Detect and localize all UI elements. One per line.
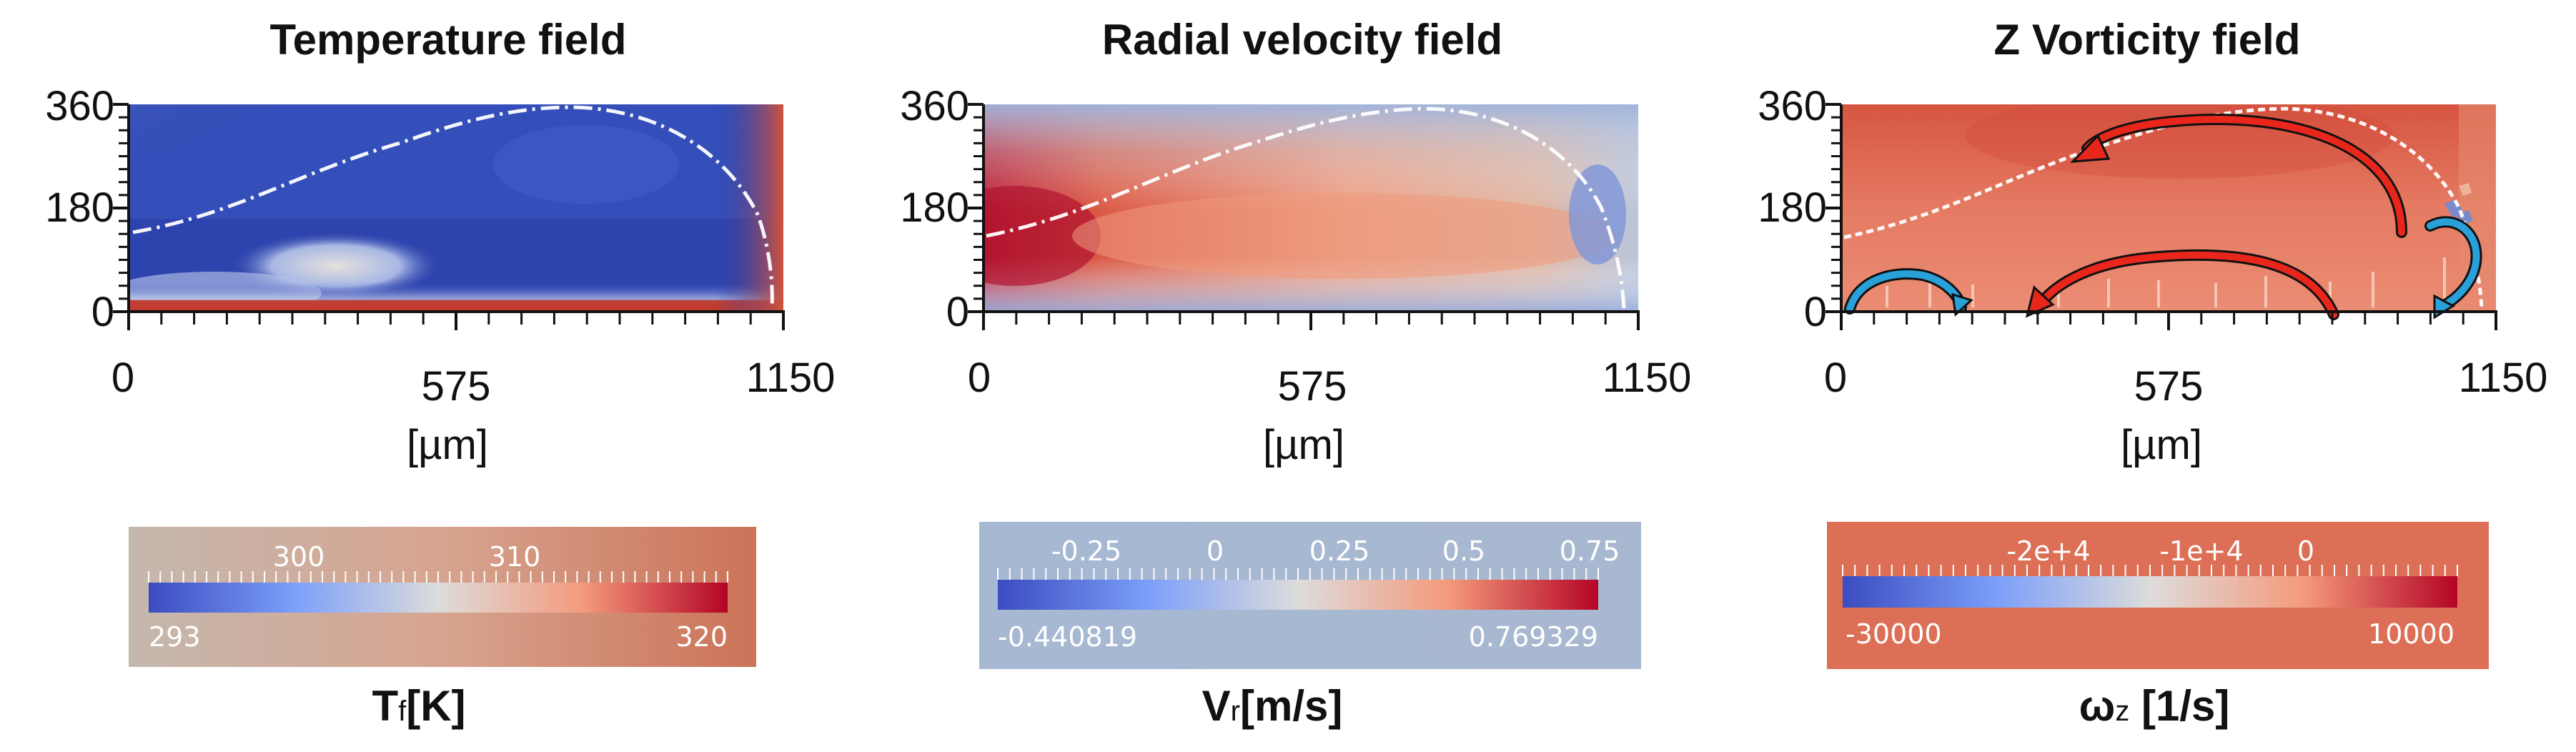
panel-title: Temperature field xyxy=(269,16,626,64)
colorbar-gradient xyxy=(149,583,728,613)
colorbar-top-tick: 0.25 xyxy=(1309,535,1370,567)
axis-ticks xyxy=(113,103,785,330)
colorbar-max-label: 320 xyxy=(675,621,728,653)
colorbar-variable: ωz [1/s] xyxy=(2079,682,2230,730)
x-tick-label: 1150 xyxy=(2459,355,2548,401)
x-tick-label: 575 xyxy=(2134,363,2204,410)
panel-radial-velocity: Radial velocity field 360 180 0 0 575 11… xyxy=(900,16,1691,730)
y-tick-label: 180 xyxy=(1758,184,1827,231)
y-tick-label: 360 xyxy=(45,83,114,129)
colorbar-top-tick: 0 xyxy=(2297,535,2314,567)
panel-z-vorticity: Z Vorticity field xyxy=(1758,16,2547,730)
axis-ticks xyxy=(1826,103,2497,330)
x-tick-label: 0 xyxy=(112,355,134,401)
panel-title: Z Vorticity field xyxy=(1994,16,2301,64)
x-tick-label: 575 xyxy=(1278,363,1347,410)
y-tick-label: 180 xyxy=(900,184,969,231)
x-tick-label: 1150 xyxy=(1602,355,1692,401)
colorbar-max-label: 10000 xyxy=(2368,618,2454,650)
colorbar-ticks xyxy=(1842,565,2458,576)
x-axis-unit: [µm] xyxy=(2121,422,2202,468)
colorbar-min-label: -0.440819 xyxy=(998,621,1137,653)
temperature-field-plot xyxy=(129,104,783,310)
y-tick-label: 0 xyxy=(946,289,969,335)
colorbar-variable: Vr[m/s] xyxy=(1202,682,1343,730)
colorbar-radial-velocity: -0.25 0 0.25 0.5 0.75 -0.440819 0.769329 xyxy=(979,522,1641,669)
panel-title: Radial velocity field xyxy=(1102,16,1502,64)
y-tick-label: 180 xyxy=(45,184,114,231)
colorbar-ticks xyxy=(148,571,728,583)
colorbar-top-tick: 310 xyxy=(489,541,541,573)
y-tick-label: 360 xyxy=(900,83,969,129)
colorbar-min-label: -30000 xyxy=(1846,618,1942,650)
x-tick-label: 575 xyxy=(422,363,491,410)
colorbar-variable: Tf[K] xyxy=(372,682,465,730)
colorbar-z-vorticity: -2e+4 -1e+4 0 -30000 10000 xyxy=(1827,522,2489,669)
y-tick-label: 360 xyxy=(1758,83,1827,129)
x-axis-unit: [µm] xyxy=(1263,422,1344,468)
vortex-arrows xyxy=(1844,114,2482,320)
x-tick-label: 0 xyxy=(968,355,991,401)
y-tick-label: 0 xyxy=(1804,289,1827,335)
radial-velocity-field-plot xyxy=(984,104,1638,310)
x-tick-label: 0 xyxy=(1824,355,1847,401)
colorbar-top-tick: 0.75 xyxy=(1560,535,1620,567)
colorbar-top-tick: -1e+4 xyxy=(2159,535,2243,567)
colorbar-top-tick: 300 xyxy=(273,541,325,573)
colorbar-ticks xyxy=(997,568,1599,580)
x-axis-unit: [µm] xyxy=(407,422,488,468)
colorbar-gradient xyxy=(1843,576,2457,608)
colorbar-top-tick: -2e+4 xyxy=(2006,535,2090,567)
y-tick-label: 0 xyxy=(91,289,114,335)
panel-temperature: Temperature field 360 180 0 0 575 1150 [… xyxy=(45,16,836,730)
colorbar-min-label: 293 xyxy=(149,621,201,653)
colorbar-top-tick: -0.25 xyxy=(1051,535,1121,567)
colorbar-max-label: 0.769329 xyxy=(1469,621,1598,653)
x-tick-label: 1150 xyxy=(746,355,836,401)
colorbar-gradient xyxy=(998,580,1598,610)
colorbar-top-tick: 0.5 xyxy=(1442,535,1485,567)
colorbar-top-tick: 0 xyxy=(1207,535,1224,567)
axis-ticks xyxy=(968,103,1640,330)
colorbar-temperature: 300 310 293 320 xyxy=(129,527,756,667)
